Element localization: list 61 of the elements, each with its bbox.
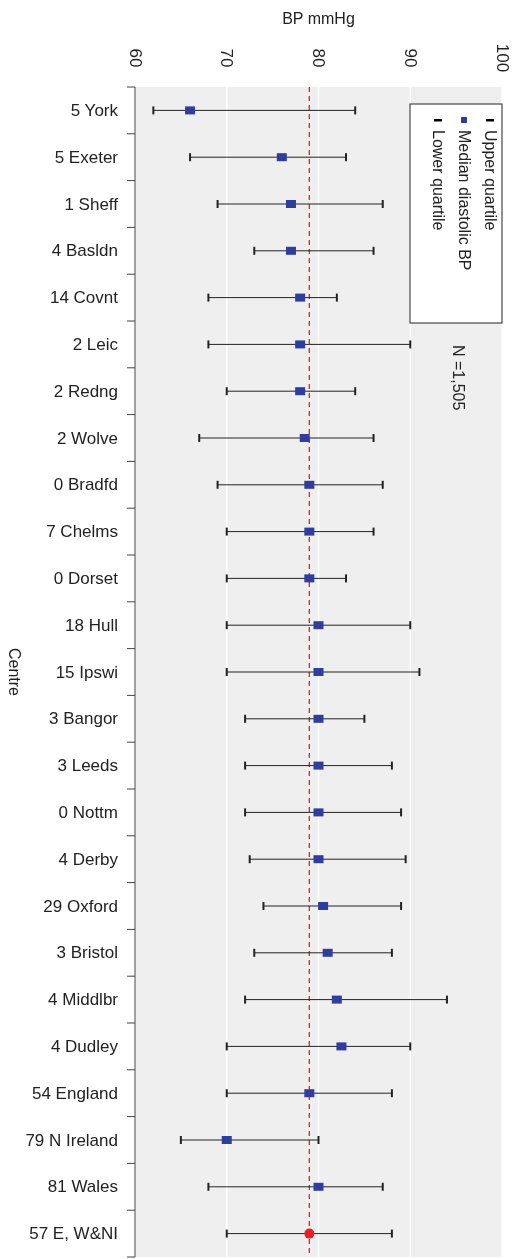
- y-tick-label: 3 Leeds: [57, 756, 118, 776]
- annotation: Lower quartile: [429, 130, 447, 231]
- point: [313, 1182, 324, 1191]
- annotation: N =1,505: [449, 345, 467, 411]
- y-tick-label: 4 Derby: [58, 849, 119, 869]
- y-axis-title: Centre: [5, 647, 23, 697]
- point: [285, 246, 296, 255]
- point: [285, 200, 296, 208]
- y-tick-label: 14 Covnt: [49, 288, 119, 308]
- point: [304, 574, 315, 583]
- point: [313, 761, 324, 770]
- point: [318, 902, 329, 910]
- x-tick-label: 100: [492, 43, 512, 73]
- y-tick-label: 15 Ipswi: [55, 662, 118, 682]
- point: [304, 527, 315, 536]
- point: [304, 480, 315, 489]
- y-tick-label: 18 Hull: [65, 615, 118, 635]
- y-tick-label: 57 E, W&NI: [29, 1224, 118, 1244]
- y-tick-label: 81 Wales: [47, 1177, 118, 1197]
- y-tick-label: 1 Sheff: [64, 194, 119, 214]
- y-tick-label: 3 Bristol: [56, 943, 118, 963]
- point: [331, 995, 342, 1004]
- y-tick-label: 0 Dorset: [53, 568, 119, 588]
- x-tick-label: 60: [125, 48, 145, 68]
- point: [313, 621, 324, 630]
- point: [313, 808, 324, 817]
- point: [299, 434, 310, 442]
- point: [336, 1042, 347, 1051]
- point: [295, 340, 306, 349]
- y-tick-label: 2 Redng: [53, 381, 118, 401]
- x-tick-label: 80: [309, 48, 328, 68]
- point: [295, 293, 306, 302]
- point: [185, 106, 196, 115]
- y-tick-label: 7 Chelms: [46, 522, 118, 542]
- y-tick-label: 2 Wolve: [56, 428, 118, 448]
- annotation: Upper quartile: [481, 130, 499, 231]
- y-tick-label: 4 Dudley: [50, 1036, 119, 1056]
- y-tick-label: 4 Basldn: [51, 241, 118, 261]
- y-tick-label: 29 Oxford: [43, 896, 118, 916]
- x-axis-title: BP mmHg: [282, 10, 355, 27]
- y-tick-label: 4 Middlbr: [48, 990, 119, 1010]
- point: [313, 668, 324, 676]
- y-tick-label: 5 York: [70, 100, 119, 120]
- y-tick-label: 54 England: [31, 1083, 118, 1103]
- point: [295, 387, 306, 396]
- point: [313, 855, 324, 864]
- y-tick-label: 5 Exeter: [54, 147, 119, 167]
- point: [313, 714, 324, 723]
- point: [322, 948, 333, 957]
- y-tick-label: 3 Bangor: [49, 709, 119, 729]
- x-tick-label: 70: [217, 48, 237, 68]
- point: [276, 153, 287, 162]
- x-tick-label: 90: [400, 48, 420, 68]
- y-tick-label: 0 Bradfd: [53, 475, 118, 495]
- point: [221, 1136, 232, 1144]
- y-tick-label: 79 N Ireland: [25, 1130, 118, 1150]
- legend-label: Median diastolic BP: [455, 130, 473, 271]
- point: [304, 1089, 315, 1098]
- y-tick-label: 0 Nottm: [58, 802, 118, 822]
- y-tick-label: 2 Leic: [72, 334, 119, 354]
- point: [304, 1228, 315, 1239]
